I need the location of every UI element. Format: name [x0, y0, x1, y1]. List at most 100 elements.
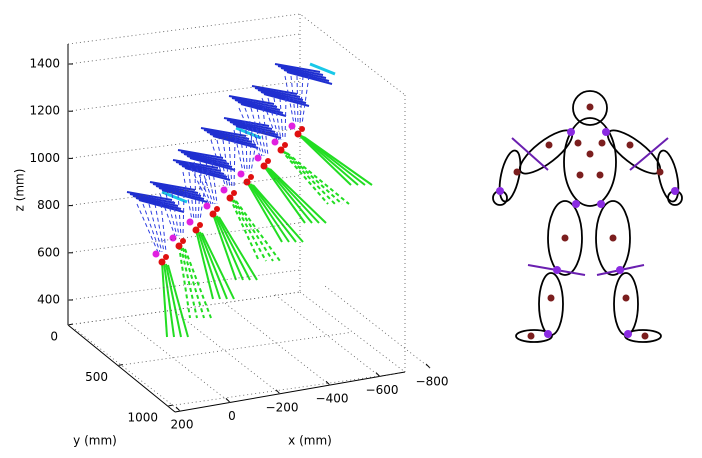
arm-line [237, 101, 284, 114]
centers [513, 103, 664, 340]
arm-line [188, 171, 195, 221]
grid-line [67, 128, 301, 159]
leg-line [178, 245, 191, 319]
arm-line [245, 129, 248, 173]
pose-sequence [126, 62, 373, 338]
leg-line [231, 198, 267, 262]
head [572, 90, 608, 126]
leg-line [265, 166, 313, 224]
arm-line [223, 117, 270, 127]
arm-line [267, 97, 280, 141]
leg-line [284, 151, 343, 205]
arm-line [135, 197, 182, 210]
shin [538, 272, 564, 336]
leg-line [229, 197, 260, 262]
z-tick-label: 1200 [29, 104, 60, 118]
y-tick-label: 500 [85, 370, 108, 384]
joint-dot [158, 258, 166, 266]
leg-line [195, 229, 214, 300]
z-tick-label: 800 [37, 198, 60, 212]
arm-line [286, 71, 333, 85]
z-tick-label: 1000 [29, 151, 60, 165]
leg-line [197, 230, 221, 300]
joint-dot [203, 202, 211, 210]
z-tick-label: 1400 [29, 57, 60, 71]
joint [597, 200, 605, 208]
box-edge [299, 291, 406, 373]
joint-dot [248, 174, 254, 180]
arm-line [152, 183, 199, 194]
arm-line [183, 153, 230, 165]
grid-line [67, 80, 301, 112]
grid-line [224, 302, 331, 386]
joint-dot [260, 162, 268, 170]
arm-line [136, 203, 159, 253]
joint-dot [282, 142, 288, 148]
center [596, 171, 604, 179]
arm-line [155, 185, 202, 197]
arm-line [205, 161, 216, 205]
arm-line [175, 161, 222, 172]
center [598, 139, 606, 147]
arm-line [261, 97, 278, 141]
arm-line [193, 161, 212, 205]
center [586, 150, 594, 158]
arm-line [256, 107, 267, 157]
joint-dot [220, 186, 228, 194]
joint [602, 128, 610, 136]
arm-line [233, 139, 236, 189]
forearm [498, 149, 522, 203]
joint-dot [231, 190, 237, 196]
leg-line [303, 136, 373, 186]
joint-dot [294, 130, 302, 138]
center [586, 103, 594, 111]
leg-line [267, 167, 320, 224]
arm-line [180, 151, 227, 162]
arm-line [244, 107, 263, 157]
arm-line [187, 161, 210, 205]
grid-line [124, 320, 231, 403]
x-tick-label: −200 [266, 400, 299, 414]
x-tick-label: −400 [316, 392, 349, 406]
leg-line [235, 200, 281, 262]
leg-line [161, 261, 168, 338]
torso [563, 117, 617, 207]
arm-line [200, 127, 247, 137]
joint [572, 200, 580, 208]
joint-dot [214, 206, 220, 212]
arm-line [210, 139, 227, 189]
leg-line [252, 184, 304, 243]
center [576, 171, 584, 179]
joint [567, 128, 575, 136]
arm-line [178, 163, 225, 175]
center [545, 141, 553, 149]
joint-dot [152, 250, 160, 258]
y-tick-label: 0 [50, 330, 58, 344]
leg-line [165, 263, 182, 338]
arm-line [199, 171, 208, 221]
arm-line [299, 75, 304, 125]
arm-line [279, 97, 284, 141]
arm-line [154, 203, 165, 253]
joint-dot [175, 242, 183, 250]
arm-line [158, 187, 205, 200]
upper-arm [606, 129, 662, 175]
arm-line [273, 97, 282, 141]
joint [553, 266, 561, 274]
arm-line [159, 193, 176, 237]
arm-line [197, 171, 202, 221]
leg-line [216, 215, 251, 281]
arm-line [209, 133, 256, 146]
arm-line [177, 149, 224, 159]
arm-line [216, 139, 229, 189]
body-model [492, 90, 683, 343]
arm-line [228, 139, 233, 189]
grid-line [67, 175, 301, 206]
center [626, 141, 634, 149]
arm-line [165, 193, 178, 237]
leg-line [282, 150, 336, 205]
arm-line [284, 75, 295, 125]
joint-dot [237, 170, 245, 178]
arm-line [232, 123, 279, 136]
